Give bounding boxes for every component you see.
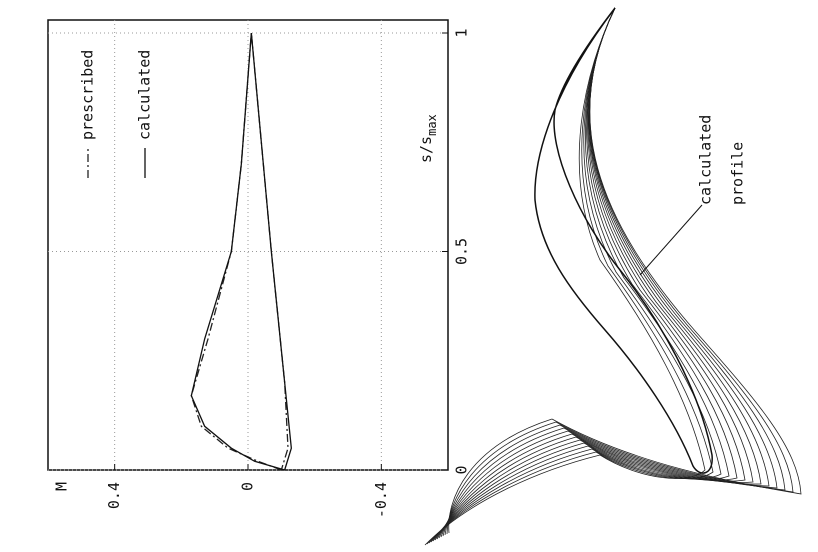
y-tick-label: 0.4 [105,482,123,509]
legend-label: calculated [136,50,154,140]
annotation-leader [639,204,703,276]
line-series [190,32,289,471]
y-axis-label: M [53,482,71,491]
x-tick-label: 0.5 [453,238,471,265]
x-axis-label-sub: max [425,114,439,136]
streamline [434,439,581,541]
streamline [584,7,730,480]
streamline [430,445,589,543]
x-tick-label: 1 [453,28,471,37]
streamline [446,421,557,535]
streamline [567,7,770,487]
streamline [551,7,802,495]
profile-outline [534,7,713,474]
y-tick-label: 0 [239,482,257,491]
x-tick-label: 0 [453,465,471,474]
x-axis-label: s/smax [417,114,439,163]
y-tick-label: -0.4 [372,482,390,518]
x-axis-label-main: s/s [417,136,435,163]
streamline [575,7,754,483]
cascade-diagram [424,7,802,546]
streamline [583,7,738,481]
streamline [571,7,762,485]
annotation: calculated [697,115,715,205]
streamline [563,7,778,489]
legend-label: prescribed [79,50,97,140]
streamline [442,427,565,537]
streamline [579,7,746,482]
streamline [581,7,714,479]
streamline [428,448,593,544]
streamline [448,418,553,534]
line-series [190,32,292,471]
streamline [583,7,722,480]
streamline [559,7,786,491]
annotation: profile [729,142,747,205]
